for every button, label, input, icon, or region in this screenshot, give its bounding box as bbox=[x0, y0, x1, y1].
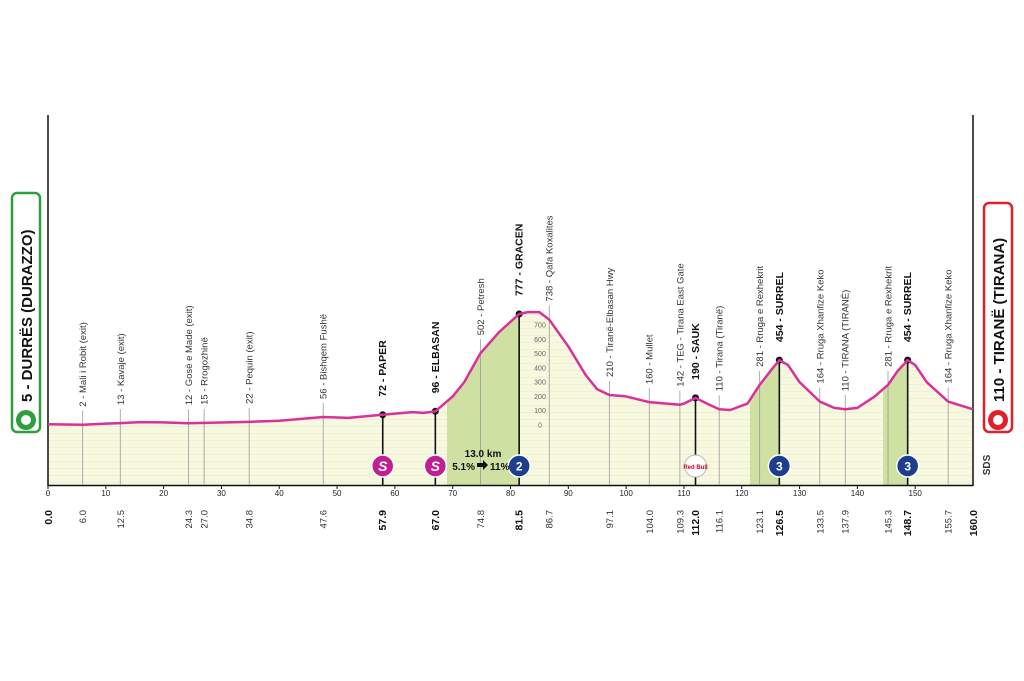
climb-arrow bbox=[477, 460, 488, 470]
waypoint-label: 15 - Rrogozhinë bbox=[200, 337, 211, 405]
x-tick-label: 0 bbox=[46, 489, 51, 498]
waypoint-label: 210 - Tiranë-Elbasan Hwy bbox=[605, 267, 616, 377]
x-tick-label: 20 bbox=[159, 489, 168, 498]
x-tick-label: 150 bbox=[909, 489, 923, 498]
place-label: 110 - TIRANË (TIRANA) bbox=[991, 238, 1008, 402]
km-label: 97.1 bbox=[605, 510, 616, 529]
x-tick-label: 70 bbox=[448, 489, 457, 498]
y-tick-label: 300 bbox=[534, 380, 546, 387]
km-label: 0.0 bbox=[43, 510, 55, 525]
km-label: 34.8 bbox=[245, 510, 256, 529]
km-label: 57.9 bbox=[377, 510, 389, 531]
km-label: 67.0 bbox=[430, 510, 442, 531]
sprint-symbol: S bbox=[378, 458, 388, 474]
y-tick-label: 400 bbox=[534, 365, 546, 372]
km-label: 27.0 bbox=[200, 510, 211, 529]
x-tick-label: 80 bbox=[506, 489, 515, 498]
waypoint-label: 110 - Tirana (Tiranë) bbox=[715, 306, 726, 392]
waypoint-label: 72 - PAPER bbox=[377, 340, 389, 397]
x-tick-label: 10 bbox=[101, 489, 110, 498]
waypoint-label: 281 - Rruga e Rexhekrit bbox=[755, 266, 766, 367]
km-label: 123.1 bbox=[755, 510, 766, 534]
climb-icon bbox=[895, 454, 920, 478]
y-tick-label: 500 bbox=[534, 351, 546, 358]
km-label: 74.8 bbox=[476, 510, 487, 529]
km-label: 12.5 bbox=[116, 510, 127, 529]
climb-length: 13.0 km bbox=[465, 449, 502, 460]
x-tick-label: 100 bbox=[619, 489, 633, 498]
waypoint-label: 502 - Petresh bbox=[476, 278, 487, 335]
x-tick-label: 50 bbox=[333, 489, 342, 498]
km-label: 24.3 bbox=[184, 510, 195, 529]
place-icon-inner bbox=[21, 415, 31, 425]
logo: SDS bbox=[982, 454, 993, 475]
waypoint-label: 56 - Bishqem Fushë bbox=[319, 314, 330, 399]
km-label: 126.5 bbox=[774, 510, 786, 536]
km-label: 81.5 bbox=[514, 510, 526, 531]
waypoint-label: 777 - GRACEN bbox=[514, 224, 526, 296]
x-tick-label: 110 bbox=[678, 489, 691, 498]
sprint-symbol: S bbox=[431, 458, 441, 474]
profile-line bbox=[47, 310, 974, 426]
climb-category: 2 bbox=[516, 460, 523, 474]
waypoint-label: 22 - Pequin (exit) bbox=[245, 332, 256, 404]
km-label: 160.0 bbox=[968, 510, 980, 536]
km-label: 148.7 bbox=[902, 510, 914, 536]
waypoint-label: 160 - Mullet bbox=[645, 334, 656, 384]
km-label: 47.6 bbox=[319, 510, 330, 529]
waypoint-label: 13 - Kavaje (exit) bbox=[116, 333, 127, 405]
place-box bbox=[10, 191, 42, 434]
waypoint-label: 454 - SURREL bbox=[774, 272, 786, 343]
km-label: 155.7 bbox=[944, 510, 955, 534]
waypoint-label: 738 - Qafa Koxalites bbox=[545, 215, 556, 301]
waypoint-label: 142 - TEG - Tirana East Gate bbox=[675, 263, 686, 386]
x-tick-label: 30 bbox=[217, 489, 226, 498]
x-tick-label: 120 bbox=[735, 489, 749, 498]
waypoint-label: 281 - Rruga e Rexhekrit bbox=[884, 266, 895, 367]
km-label: 86.7 bbox=[545, 510, 556, 529]
sprint-icon bbox=[370, 454, 395, 478]
place-icon-inner bbox=[993, 415, 1003, 425]
climb-category: 3 bbox=[776, 460, 783, 474]
waypoint-label: 454 - SURREL bbox=[902, 272, 914, 343]
climb-icon bbox=[767, 454, 792, 478]
waypoint-label: 2 - Mali i Robit (exit) bbox=[78, 322, 89, 406]
waypoint-label: 110 - TIRANA (TIRANË) bbox=[841, 290, 852, 392]
y-tick-label: 0 bbox=[538, 423, 542, 430]
redbull-text: Red Bull bbox=[683, 465, 708, 471]
climb-icon bbox=[507, 454, 531, 478]
waypoint-label: 164 - Rruga Xhanfize Keko bbox=[815, 269, 826, 383]
km-label: 104.0 bbox=[645, 510, 656, 534]
x-tick-label: 140 bbox=[851, 489, 865, 498]
y-tick-label: 600 bbox=[534, 337, 546, 344]
km-label: 133.5 bbox=[815, 510, 826, 534]
sprint-icon bbox=[423, 454, 448, 478]
waypoint-label: 12 - Gosë e Made (exit) bbox=[184, 305, 195, 405]
profile-fill bbox=[48, 312, 973, 485]
x-tick-label: 130 bbox=[793, 489, 807, 498]
km-label: 116.1 bbox=[715, 510, 726, 533]
km-label: 137.9 bbox=[841, 510, 852, 534]
x-tick-label: 90 bbox=[564, 489, 573, 498]
km-label: 6.0 bbox=[78, 510, 89, 523]
climb-max: 11% bbox=[490, 462, 510, 473]
place-label: 5 - DURRËS (DURAZZO) bbox=[19, 230, 36, 403]
waypoint-label: 164 - Rruga Xhanfize Keko bbox=[944, 269, 955, 383]
km-label: 109.3 bbox=[675, 510, 686, 534]
place-box bbox=[982, 201, 1014, 434]
climb-avg: 5.1% bbox=[452, 462, 475, 473]
y-tick-label: 700 bbox=[534, 323, 546, 330]
km-label: 145.3 bbox=[884, 510, 895, 534]
km-label: 112.0 bbox=[690, 510, 702, 536]
y-tick-label: 100 bbox=[534, 408, 546, 415]
redbull-icon bbox=[684, 454, 707, 478]
x-tick-label: 40 bbox=[275, 489, 284, 498]
y-tick-label: 200 bbox=[534, 394, 546, 401]
waypoint-label: 190 - SAUK bbox=[690, 323, 702, 380]
waypoint-label: 96 - ELBASAN bbox=[430, 322, 442, 394]
x-tick-label: 60 bbox=[390, 489, 399, 498]
climb-category: 3 bbox=[904, 460, 911, 474]
